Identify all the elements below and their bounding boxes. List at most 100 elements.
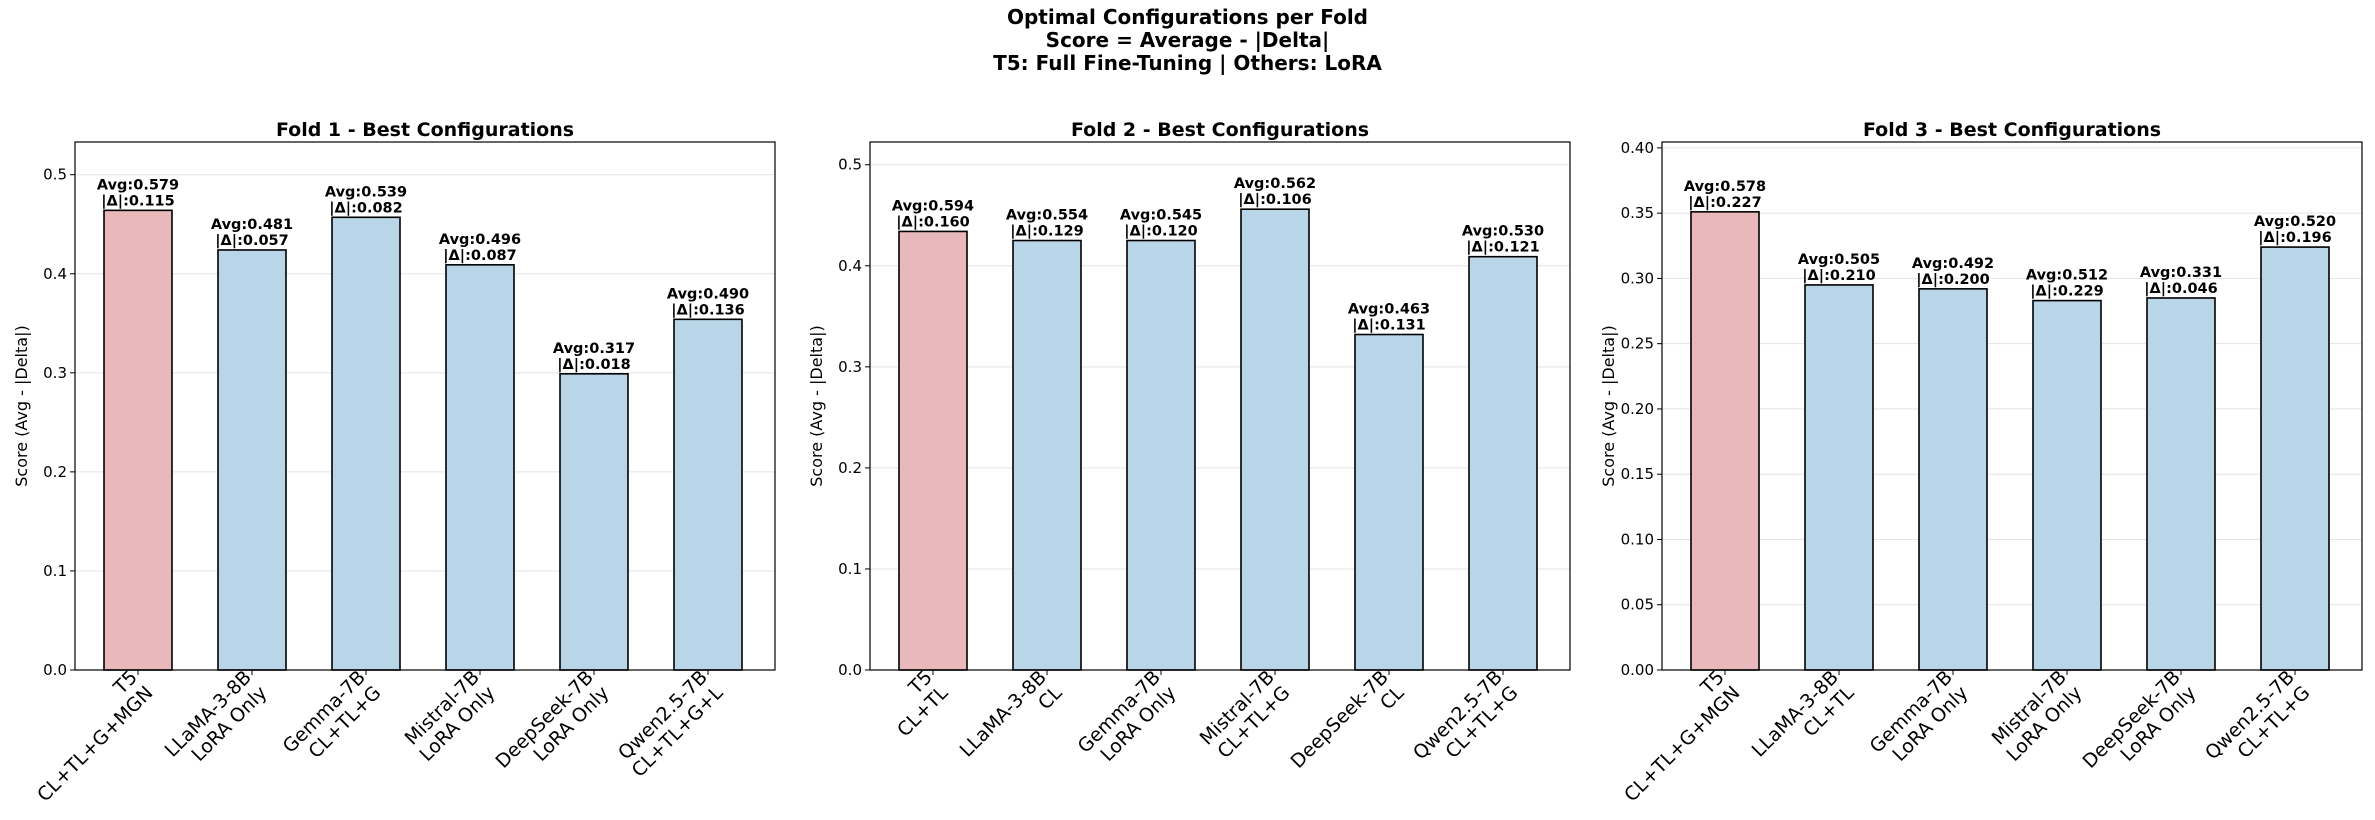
y-tick-label: 0.00 [1621,661,1654,679]
chart-panel-3: 0.00 0.05 0.10 0.15 0.20 0.25 0.30 0.35 0.40 Avg:… [1599,119,2363,806]
x-tick-label: Gemma-7BLoRA Only [1866,666,1973,773]
y-tick-label: 0.2 [43,463,67,481]
bar-label-avg: Avg:0.530 [1462,224,1544,240]
y-axis-label: Score (Avg - |Delta|) [807,325,826,486]
bar [673,318,743,671]
bar-label-delta: |Δ|:0.131 [1352,318,1425,334]
x-tick-label: LLaMA-3-8BLoRA Only [161,666,272,777]
bar-label-avg: Avg:0.539 [325,184,407,200]
x-tick-label: Qwen2.5-7BCL+TL+G+L [612,666,728,782]
x-tick-label: Qwen2.5-7BCL+TL+G [1409,666,1522,779]
bar [1690,211,1760,671]
x-tick-label: Qwen2.5-7BCL+TL+G [2201,666,2314,779]
bar-label-delta: |Δ|:0.121 [1466,240,1539,256]
y-tick-label: 0.0 [43,661,67,679]
y-tick-label: 0.1 [43,562,67,580]
y-tick-label: 0.35 [1621,204,1654,222]
y-tick-label: 0.4 [43,265,67,283]
bar-label-delta: |Δ|:0.082 [329,200,402,216]
y-tick-label: 0.5 [43,166,67,184]
y-tick-label: 0.05 [1621,596,1654,614]
bar [445,264,515,671]
x-tick-label: T5CL+TL+G+MGN [1605,666,1745,806]
plot-frame [74,141,776,671]
bar-label-avg: Avg:0.512 [2026,268,2108,284]
bar-label-avg: Avg:0.554 [1006,208,1088,224]
y-tick-label: 0.5 [838,156,862,174]
bar-label-avg: Avg:0.317 [553,341,635,357]
y-axis-label: Score (Avg - |Delta|) [1599,325,1618,486]
figure-title-line-3: T5: Full Fine-Tuning | Others: LoRA [993,51,1382,75]
bar-label-delta: |Δ|:0.136 [671,302,744,318]
panel-title: Fold 1 - Best Configurations [276,119,574,141]
bar [1918,288,1988,671]
panel-title: Fold 2 - Best Configurations [1071,119,1369,141]
bar [1126,239,1196,671]
bar-label-delta: |Δ|:0.229 [2030,284,2103,300]
y-tick-label: 0.0 [838,661,862,679]
y-tick-label: 0.10 [1621,530,1654,548]
plot-frame [869,141,1571,671]
bar-label-delta: |Δ|:0.129 [1010,224,1083,240]
bar [1240,208,1310,671]
bar [217,249,287,671]
bar [559,373,629,671]
bar [331,216,401,671]
y-tick-label: 0.40 [1621,139,1654,157]
bar-label-avg: Avg:0.463 [1348,302,1430,318]
x-tick-label: DeepSeek-7BLoRA Only [2078,666,2200,788]
x-tick-label: T5CL+TL+G+MGN [18,666,158,806]
bar-label-avg: Avg:0.562 [1234,176,1316,192]
bar-label-avg: Avg:0.520 [2254,214,2336,230]
y-tick-label: 0.3 [43,364,67,382]
panel-title: Fold 3 - Best Configurations [1863,119,2161,141]
x-tick-label-line: CL+TL+G+MGN [33,682,157,806]
bar [2260,246,2330,671]
x-tick-label: LLaMA-3-8BCL+TL [1748,666,1859,777]
y-tick-label: 0.25 [1621,335,1654,353]
bar-label-avg: Avg:0.578 [1684,179,1766,195]
bar-label-delta: |Δ|:0.087 [443,248,516,264]
bar-label-delta: |Δ|:0.227 [1688,195,1761,211]
y-tick-label: 0.30 [1621,269,1654,287]
x-tick-label: DeepSeek-7BCL [1286,666,1408,788]
bar-label-delta: |Δ|:0.120 [1124,224,1197,240]
bar [2032,299,2102,671]
y-tick-label: 0.15 [1621,465,1654,483]
x-tick-label: LLaMA-3-8BCL [956,666,1067,777]
x-tick-label: Mistral-7BLoRA Only [1987,666,2087,766]
x-tick-label: Mistral-7BLoRA Only [400,666,500,766]
x-tick-label-line: CL+TL+G+MGN [1620,682,1744,806]
bar-label-avg: Avg:0.481 [211,217,293,233]
figure-title-line-1: Optimal Configurations per Fold [1006,5,1368,29]
y-tick-label: 0.2 [838,459,862,477]
x-tick-label: Gemma-7BCL+TL+G [279,666,386,773]
x-tick-label: T5CL+TL [878,666,953,741]
bar-label-avg: Avg:0.594 [892,198,974,214]
bar-label-avg: Avg:0.579 [97,177,179,193]
chart-panel-1: 0.0 0.1 0.2 0.3 0.4 0.5 Avg:0.579|Δ|:0.115 T5CL… [12,119,776,806]
y-axis-label: Score (Avg - |Delta|) [12,325,31,486]
bar-label-delta: |Δ|:0.160 [896,214,969,230]
bar-label-avg: Avg:0.505 [1798,252,1880,268]
y-tick-label: 0.4 [838,257,862,275]
chart-panel-2: 0.0 0.1 0.2 0.3 0.4 0.5 Avg:0.594|Δ|:0.160 T5CL… [807,119,1571,788]
y-tick-label: 0.3 [838,358,862,376]
bar [103,209,173,671]
bar [1012,239,1082,671]
x-tick-label: Mistral-7BCL+TL+G [1196,666,1295,765]
bar-label-delta: |Δ|:0.200 [1916,272,1989,288]
y-tick-label: 0.1 [838,560,862,578]
y-tick-label: 0.20 [1621,400,1654,418]
bar [898,230,968,671]
x-tick-label: Gemma-7BLoRA Only [1074,666,1181,773]
bar [1804,284,1874,671]
bar-label-delta: |Δ|:0.018 [557,357,630,373]
bar-label-delta: |Δ|:0.210 [1802,268,1875,284]
bar-label-avg: Avg:0.496 [439,232,521,248]
bar [2146,297,2216,671]
bar-label-delta: |Δ|:0.046 [2144,281,2217,297]
x-tick-label-line: DeepSeek-7B [1286,666,1392,772]
x-tick-label-line: LLaMA-3-8B [956,666,1051,761]
